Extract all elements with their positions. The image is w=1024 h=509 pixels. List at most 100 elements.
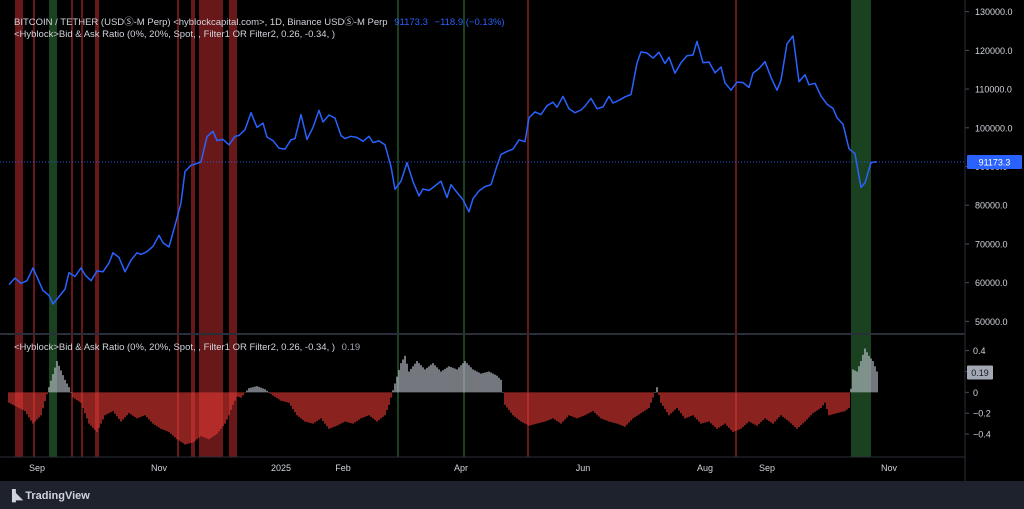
ratio-bar — [90, 392, 92, 426]
indicator-value-badge-label: 0.19 — [971, 368, 989, 378]
ratio-bar — [594, 392, 596, 413]
ratio-bar — [382, 392, 384, 417]
ratio-bar — [466, 363, 468, 393]
ratio-bar — [480, 373, 482, 393]
ratio-bar — [608, 392, 610, 422]
ratio-bar — [144, 392, 146, 416]
ratio-bar — [348, 392, 350, 423]
ratio-bar — [424, 369, 426, 393]
ratio-bar — [18, 392, 20, 408]
ratio-bar — [846, 392, 848, 410]
ratio-bar — [450, 367, 452, 393]
ratio-bar — [308, 392, 310, 423]
ratio-bar — [602, 392, 604, 420]
tradingview-brand[interactable]: ▐◣ TradingView — [8, 489, 90, 502]
ratio-bar — [146, 392, 148, 418]
ratio-bar — [842, 392, 844, 412]
highlight-zone-red — [199, 0, 223, 457]
ratio-bar — [366, 392, 368, 417]
ratio-bar — [728, 392, 730, 428]
overlay-indicator-label: <Hyblock>Bid & Ask Ratio (0%, 20%, Spot,… — [14, 29, 336, 40]
ratio-bar — [36, 392, 38, 420]
ratio-bar — [758, 392, 760, 424]
ratio-bar — [150, 392, 152, 422]
ratio-bar — [464, 361, 466, 393]
ratio-bar — [404, 355, 406, 393]
ratio-bar — [804, 392, 806, 422]
highlight-zone-red — [95, 0, 99, 457]
ratio-bar — [752, 392, 754, 424]
ratio-bar — [368, 392, 370, 416]
ratio-bar — [400, 363, 402, 393]
highlight-zone-green — [463, 0, 465, 457]
ratio-bar — [294, 392, 296, 413]
ratio-bar — [864, 348, 866, 393]
ratio-bar — [606, 392, 608, 421]
ratio-bar — [16, 392, 18, 407]
ratio-bar — [338, 392, 340, 425]
ratio-bar — [858, 366, 860, 393]
ratio-bar — [674, 392, 676, 410]
ratio-bar — [644, 392, 646, 411]
ratio-bar — [82, 392, 84, 408]
ratio-bar — [548, 392, 550, 420]
ratio-bar — [256, 386, 258, 393]
ratio-bar — [370, 392, 372, 417]
ratio-bar — [774, 392, 776, 422]
ratio-bar — [116, 392, 118, 417]
ratio-bar — [550, 392, 552, 420]
ratio-bar — [616, 392, 618, 424]
ratio-bar — [346, 392, 348, 423]
ratio-bar — [8, 392, 10, 403]
overlay-indicator-legend[interactable]: <Hyblock>Bid & Ask Ratio (0%, 20%, Spot,… — [14, 29, 335, 40]
footer-bar: ▐◣ TradingView — [0, 481, 1024, 509]
ratio-bar — [96, 392, 98, 432]
price-axis-label: 100000.0 — [975, 123, 1013, 133]
ratio-bar — [208, 392, 210, 440]
indicator-label: <Hyblock>Bid & Ask Ratio (0%, 20%, Spot,… — [14, 342, 336, 353]
ratio-bar — [634, 392, 636, 418]
ratio-bar — [696, 392, 698, 420]
ratio-bar — [242, 392, 244, 396]
main-series-change: −118.9 (−0.13%) — [434, 17, 505, 28]
ratio-bar — [174, 392, 176, 438]
ratio-bar — [250, 387, 252, 393]
ratio-bar — [62, 375, 64, 393]
time-axis-label: Feb — [335, 463, 351, 473]
ratio-bar — [678, 392, 680, 411]
main-series-legend[interactable]: BITCOIN / TETHER (USDⓈ-M Perp) <hyblockc… — [14, 14, 505, 28]
ratio-bar — [236, 392, 238, 397]
chart-canvas[interactable]: 50000.060000.070000.080000.090000.010000… — [0, 0, 1024, 481]
ratio-bar — [470, 367, 472, 393]
ratio-bar — [156, 392, 158, 427]
ratio-bar — [412, 366, 414, 393]
ratio-bar — [198, 392, 200, 438]
highlight-zone-red — [735, 0, 737, 457]
brand-label: TradingView — [25, 490, 90, 502]
highlight-zone-red — [229, 0, 237, 457]
ratio-bar — [388, 392, 390, 405]
ratio-bar — [462, 363, 464, 393]
ratio-bar — [854, 370, 856, 393]
ratio-bar — [328, 392, 330, 429]
indicator-legend[interactable]: <Hyblock>Bid & Ask Ratio (0%, 20%, Spot,… — [14, 342, 360, 353]
ratio-bar — [862, 354, 864, 393]
ratio-bar — [624, 392, 626, 427]
ratio-bar — [614, 392, 616, 424]
ratio-bar — [714, 392, 716, 428]
ratio-bar — [748, 392, 750, 422]
ratio-bar — [186, 392, 188, 444]
ratio-bar — [508, 392, 510, 411]
ratio-bar — [500, 379, 502, 393]
ratio-bar — [246, 390, 248, 393]
ratio-bar — [312, 392, 314, 424]
ratio-bar — [824, 392, 826, 403]
ratio-bar — [820, 392, 822, 408]
ratio-bar — [636, 392, 638, 416]
ratio-bar — [42, 392, 44, 409]
ratio-bar — [304, 392, 306, 422]
ratio-bar — [420, 365, 422, 393]
ratio-bar — [330, 392, 332, 429]
ratio-bar — [760, 392, 762, 423]
ratio-bar — [476, 371, 478, 393]
